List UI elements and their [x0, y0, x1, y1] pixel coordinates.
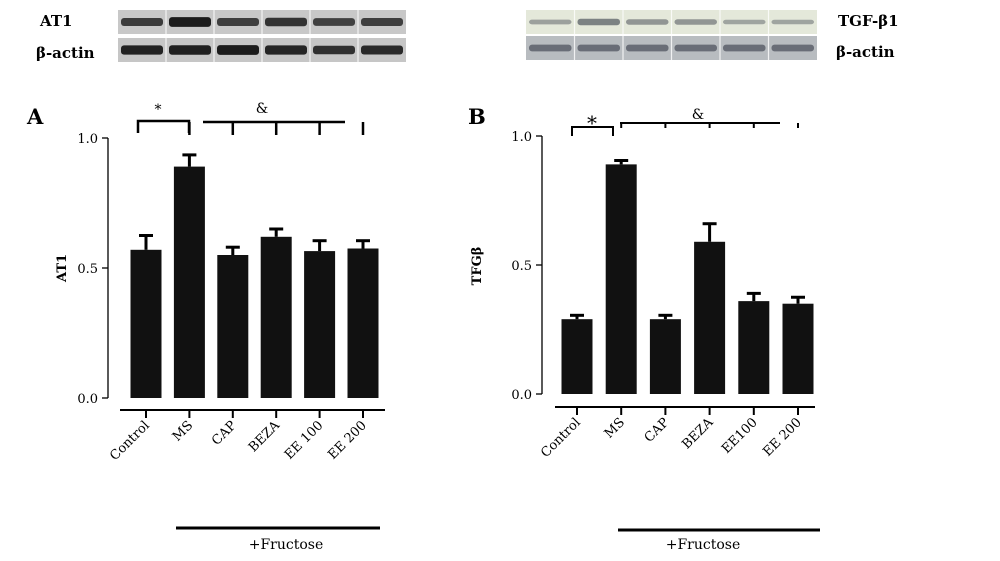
panel-a-bar-3 [217, 255, 249, 398]
panel-a-bar-6 [347, 248, 379, 398]
panel-a-star-bracket [136, 119, 191, 133]
panel-b-error-bar-1 [575, 315, 579, 320]
blot-left-image [118, 10, 406, 62]
panel-b-bar-6 [782, 303, 814, 394]
blot-right-image [526, 10, 817, 60]
panel-a-fructose-label: +Fructose [249, 537, 324, 553]
blot-left-row-2-band-6 [361, 45, 403, 55]
panel-a-error-bar-3 [231, 247, 235, 255]
panel-b-error-bar-2 [619, 160, 623, 165]
blot-left-row-2-band-1 [121, 45, 163, 55]
blot-left-row-2-band-3 [217, 45, 259, 55]
panel-a-bar-2 [173, 166, 205, 398]
panel-b-ytick-0: 0.0 [511, 388, 532, 403]
blot-left-row-1-band-4 [265, 17, 307, 27]
blot-left-row-1-band-6 [361, 18, 403, 26]
blot-right-row-1-band-4 [674, 19, 717, 25]
blot-right-row1-label: TGF-β1 [838, 12, 899, 30]
panel-b-chart: Control MS CAP BEZA EE100 EE 200 [536, 122, 815, 461]
panel-a-category-label-2: MS [170, 418, 196, 444]
blot-right-row-1-band-1 [529, 19, 572, 25]
panel-a-error-bar-4 [274, 229, 278, 237]
panel-b-error-bar-3 [663, 315, 667, 320]
blot-right-row-1-band-6 [771, 19, 814, 25]
panel-a-bar-1 [130, 249, 162, 398]
panel-b-bar-4 [694, 241, 726, 394]
blot-right-row-1-band-2 [577, 18, 620, 26]
blot-left-row-1-band-2 [169, 17, 211, 27]
panel-a-letter: A [26, 104, 44, 129]
panel-b-star-bracket [571, 126, 614, 136]
panel-a-category-label-6: EE 200 [325, 418, 370, 463]
blot-right-row-2-band-4 [674, 44, 717, 52]
panel-b-category-label-5: EE100 [719, 415, 761, 457]
panel-b-fructose-label: +Fructose [666, 537, 741, 553]
blot-left-row-2-band-4 [265, 45, 307, 55]
panel-b-category-label-3: CAP [642, 415, 673, 446]
panel-b-y-axis-title: TFGβ [470, 247, 485, 286]
panel-a-category-label-5: EE 100 [282, 418, 327, 463]
blot-right-row-2-band-3 [626, 44, 669, 52]
panel-b-error-bar-4 [708, 223, 712, 242]
panel-a-ytick-1: 1.0 [77, 132, 98, 147]
blot-right-row-1-band-3 [626, 19, 669, 25]
panel-b-ytick-05: 0.5 [511, 259, 532, 274]
panel-a-ytick-05: 0.5 [77, 262, 98, 277]
panel-b-bar-3 [649, 319, 681, 394]
panel-b-significance-star: * [587, 111, 597, 135]
panel-b-bar-1 [561, 319, 593, 394]
panel-b-bar-2 [605, 164, 637, 394]
blot-right-row-2-band-2 [577, 44, 620, 52]
panel-b-ytick-1: 1.0 [511, 130, 532, 145]
panel-b-category-label-1: Control [538, 415, 584, 461]
panel-a-error-bar-1 [144, 235, 148, 250]
panel-a-error-bar-2 [187, 154, 191, 167]
panel-b-category-label-4: BEZA [679, 415, 717, 453]
panel-a-y-axis-title: AT1 [55, 254, 70, 283]
panel-a-significance-star: * [155, 102, 162, 118]
panel-b-error-bar-6 [796, 297, 800, 304]
blot-left-row-1-band-3 [217, 18, 259, 26]
blot-left-row-1-band-5 [313, 18, 355, 26]
panel-a-significance-amp: & [256, 101, 268, 117]
blot-right-row2-label: β-actin [836, 43, 895, 61]
blot-right-row-2-band-1 [529, 44, 572, 52]
panel-b-bar-5 [738, 301, 770, 394]
panel-a-bar-4 [260, 236, 292, 398]
panel-a-error-bar-5 [318, 240, 322, 252]
panel-a-category-label-4: BEZA [246, 418, 284, 456]
blot-right-row-2-band-5 [723, 44, 766, 52]
panel-b-category-label-2: MS [602, 415, 628, 441]
blot-left-row-2-band-5 [313, 45, 355, 55]
blot-left-row1-label: AT1 [39, 12, 72, 30]
blot-left-row2-label: β-actin [36, 44, 95, 62]
panel-b-category-label-6: EE 200 [760, 415, 805, 460]
blot-left-row-1-band-1 [121, 17, 163, 27]
panel-a-ytick-0: 0.0 [77, 392, 98, 407]
panel-a-category-label-3: CAP [209, 418, 240, 449]
panel-a-error-bar-6 [361, 240, 365, 249]
blot-right-row-1-band-5 [723, 19, 766, 25]
blot-left-row-2-band-2 [169, 45, 211, 55]
panel-a-bar-5 [304, 251, 336, 398]
panel-b-error-bar-5 [752, 293, 756, 302]
panel-b-significance-amp: & [692, 107, 704, 123]
panel-b-letter: B [468, 104, 486, 129]
blot-right-row-2-band-6 [771, 44, 814, 52]
panel-a-category-label-1: Control [107, 418, 153, 464]
